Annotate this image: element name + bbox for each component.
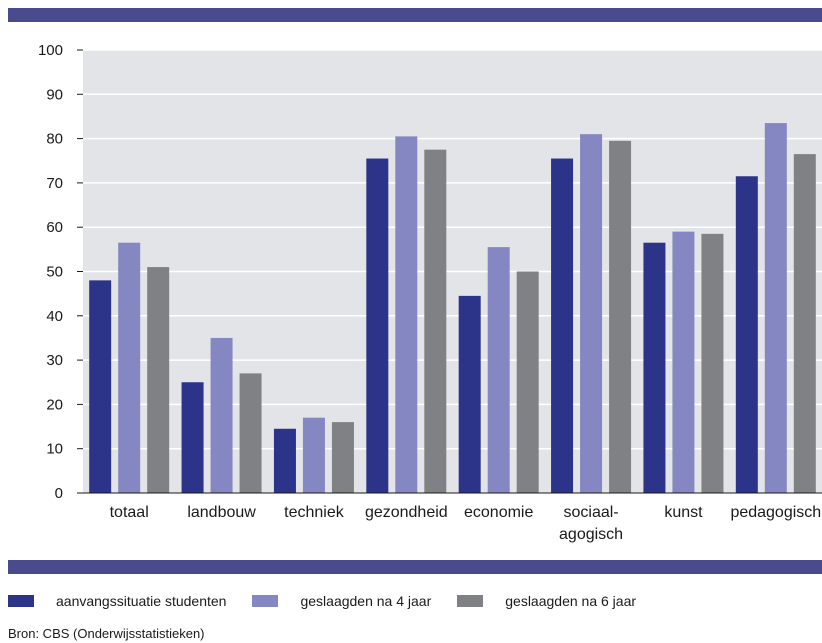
y-tick-label: 90 (46, 86, 63, 103)
bar (118, 242, 141, 493)
bar (366, 158, 389, 493)
bar (181, 382, 204, 493)
bar (516, 271, 539, 493)
legend-label: aanvangssituatie studenten (56, 593, 227, 609)
y-tick-label: 80 (46, 131, 63, 148)
bar (672, 231, 695, 493)
bar-chart: 0 10 20 30 40 50 60 70 80 90 100 totaal landbouw tec… (38, 42, 822, 543)
bar (458, 295, 481, 493)
gridlines (83, 49, 822, 450)
y-tick-label: 70 (46, 175, 63, 192)
y-tick-label: 40 (46, 308, 63, 325)
x-tick-label: landbouw (187, 504, 256, 521)
y-axis-ticks: 0 10 20 30 40 50 60 70 80 90 100 (38, 42, 83, 502)
y-tick-label: 30 (46, 352, 63, 369)
bar (89, 280, 112, 493)
y-tick-label: 10 (46, 441, 63, 458)
legend-swatch (8, 595, 34, 607)
bar (580, 134, 603, 494)
x-tick-label: pedagogisch (730, 504, 821, 521)
bar (424, 149, 447, 494)
legend-item: geslaagden na 6 jaar (457, 593, 636, 609)
legend-swatch (457, 595, 484, 607)
bar (764, 123, 787, 493)
legend-item: geslaagden na 4 jaar (252, 593, 431, 609)
legend: aanvangssituatie studenten geslaagden na… (8, 593, 662, 609)
bar (609, 140, 632, 493)
bar (701, 233, 724, 493)
bar (273, 428, 296, 493)
x-tick-label: totaal (110, 504, 149, 521)
top-band (8, 8, 822, 22)
bar (331, 422, 354, 493)
y-tick-label: 20 (46, 396, 63, 413)
x-tick-label: kunst (664, 504, 703, 521)
bar (147, 267, 170, 493)
bar (793, 154, 816, 494)
y-tick-label: 100 (38, 42, 63, 59)
x-tick-label: sociaal-agogisch (559, 504, 623, 543)
y-tick-label: 50 (46, 264, 63, 281)
legend-item: aanvangssituatie studenten (8, 593, 226, 609)
bar (210, 337, 233, 493)
bar (395, 136, 418, 493)
y-tick-label: 0 (55, 485, 63, 502)
bar (239, 373, 262, 493)
x-tick-label: economie (464, 504, 533, 521)
legend-swatch (252, 595, 279, 607)
bar (302, 417, 325, 493)
x-tick-label: techniek (284, 504, 345, 521)
bar (487, 247, 510, 493)
legend-band (8, 560, 822, 574)
bar (551, 158, 574, 493)
y-tick-label: 60 (46, 219, 63, 236)
source-note: Bron: CBS (Onderwijsstatistieken) (8, 626, 205, 641)
x-axis-labels: totaal landbouw techniek gezondheid economie… (110, 504, 822, 543)
bar (735, 176, 758, 493)
x-tick-label: gezondheid (365, 504, 448, 521)
legend-label: geslaagden na 6 jaar (505, 593, 637, 609)
bars (89, 123, 816, 494)
bar (643, 242, 666, 493)
legend-label: geslaagden na 4 jaar (300, 593, 432, 609)
